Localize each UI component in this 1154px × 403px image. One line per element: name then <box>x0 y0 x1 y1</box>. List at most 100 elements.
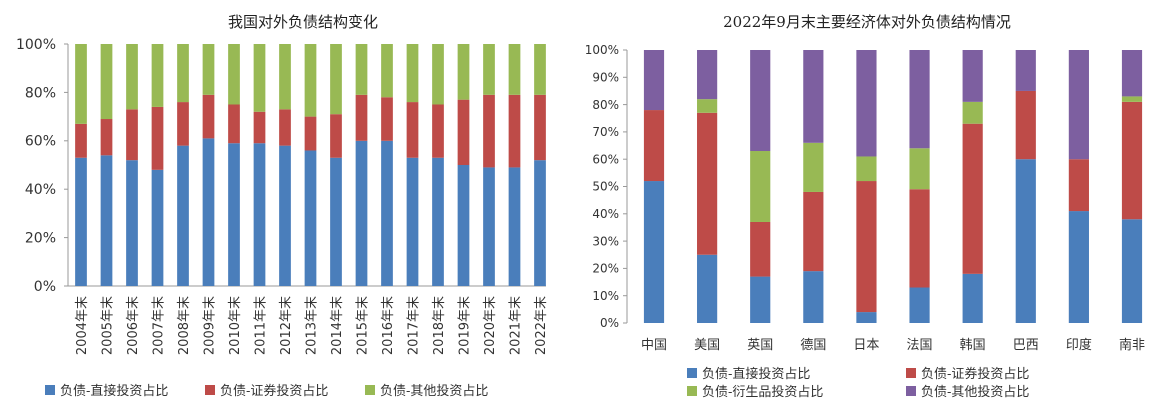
x-tick-label: 中国 <box>641 338 667 353</box>
bar-segment <box>279 109 291 146</box>
x-tick-label: 2017年末 <box>407 296 422 355</box>
bar-segment <box>228 143 240 286</box>
bar-segment <box>75 157 87 286</box>
bar-segment <box>856 156 877 182</box>
bar-segment <box>253 44 266 112</box>
y-tick-label: 100% <box>16 37 56 53</box>
legend-label: 负债-直接投资占比 <box>702 366 810 382</box>
bar-segment <box>909 287 930 323</box>
bar-segment <box>1121 50 1143 97</box>
legend-label: 负债-证券投资占比 <box>921 366 1029 382</box>
legend-label: 负债-其他投资占比 <box>380 383 488 399</box>
x-tick-label: 2010年末 <box>228 296 243 355</box>
bar-segment <box>534 94 546 161</box>
bar-segment <box>750 221 771 277</box>
bar-segment <box>483 44 495 95</box>
bar-segment <box>279 44 291 110</box>
y-tick-label: 0% <box>34 279 56 295</box>
bar-segment <box>457 44 470 100</box>
x-tick-label: 2004年末 <box>75 296 90 355</box>
x-tick-label: 韩国 <box>960 338 986 353</box>
bar-segment <box>253 111 266 144</box>
bar-segment <box>406 157 419 286</box>
bar-segment <box>406 44 419 103</box>
x-tick-label: 2016年末 <box>381 296 396 355</box>
bar-segment <box>355 44 368 95</box>
x-tick-label: 2022年末 <box>534 296 549 355</box>
bar-segment <box>202 94 215 139</box>
x-tick-label: 2008年末 <box>177 296 192 355</box>
x-tick-label: 2021年末 <box>509 296 524 355</box>
bar-segment <box>909 148 930 190</box>
bar-segment <box>228 44 240 105</box>
bar-segment <box>1068 211 1089 323</box>
bar-segment <box>100 44 113 120</box>
x-tick-label: 南非 <box>1119 337 1145 353</box>
bar-segment <box>909 189 930 288</box>
legend-label: 负债-其他投资占比 <box>921 384 1029 400</box>
y-tick-label: 90% <box>592 71 619 85</box>
y-tick-label: 60% <box>592 152 619 166</box>
bar-segment <box>355 140 368 286</box>
x-tick-label: 2009年末 <box>203 296 218 355</box>
bar-segment <box>750 276 771 323</box>
bar-segment <box>177 145 189 286</box>
y-tick-label: 80% <box>25 85 56 101</box>
legend-swatch <box>906 386 916 396</box>
y-tick-label: 50% <box>592 180 619 194</box>
y-tick-label: 100% <box>585 43 619 57</box>
bar-segment <box>304 150 317 286</box>
bar-segment <box>643 181 665 323</box>
x-tick-label: 2015年末 <box>356 296 371 355</box>
legend-swatch <box>687 386 697 396</box>
bar-segment <box>75 44 87 124</box>
y-tick-label: 40% <box>25 182 56 198</box>
bar-segment <box>432 157 444 286</box>
bar-segment <box>1121 101 1143 220</box>
x-tick-label: 德国 <box>800 338 826 353</box>
bar-segment <box>697 254 718 323</box>
legend-swatch <box>205 385 215 395</box>
bar-segment <box>304 44 317 117</box>
bar-segment <box>803 271 824 323</box>
bar-segment <box>432 44 444 105</box>
bar-segment <box>643 50 665 111</box>
bar-segment <box>381 97 393 141</box>
x-tick-label: 2013年末 <box>305 296 320 355</box>
bar-segment <box>1121 219 1143 323</box>
bar-segment <box>1015 50 1036 91</box>
bar-segment <box>432 104 444 158</box>
bar-segment <box>457 165 470 286</box>
bar-segment <box>697 99 718 113</box>
bar-segment <box>202 138 215 286</box>
chart-title: 我国对外负债结构变化 <box>228 13 378 31</box>
bar-segment <box>355 94 368 141</box>
bar-segment <box>202 44 215 95</box>
x-tick-label: 印度 <box>1066 337 1092 353</box>
legend-label: 负债-衍生品投资占比 <box>702 384 823 400</box>
y-tick-label: 0% <box>600 316 619 330</box>
bar-segment <box>803 50 824 143</box>
y-tick-label: 30% <box>592 234 619 248</box>
bar-segment <box>1068 50 1089 160</box>
chart-title: 2022年9月末主要经济体对外负债结构情况 <box>723 13 1011 31</box>
bar-segment <box>330 44 342 115</box>
bar-segment <box>75 123 87 158</box>
bar-segment <box>304 116 317 151</box>
y-tick-label: 80% <box>592 98 619 112</box>
bar-segment <box>1121 96 1143 102</box>
bar-segment <box>151 169 164 286</box>
legend-label: 负债-直接投资占比 <box>60 383 168 399</box>
x-tick-label: 2020年末 <box>483 296 498 355</box>
y-tick-label: 40% <box>592 207 619 221</box>
bar-segment <box>803 142 824 192</box>
x-tick-label: 美国 <box>694 338 720 353</box>
bar-segment <box>228 104 240 144</box>
bar-segment <box>856 50 877 157</box>
bar-segment <box>279 145 291 286</box>
bar-segment <box>330 114 342 158</box>
legend-swatch <box>687 368 697 378</box>
x-tick-label: 英国 <box>747 338 773 353</box>
x-tick-label: 日本 <box>853 338 879 353</box>
